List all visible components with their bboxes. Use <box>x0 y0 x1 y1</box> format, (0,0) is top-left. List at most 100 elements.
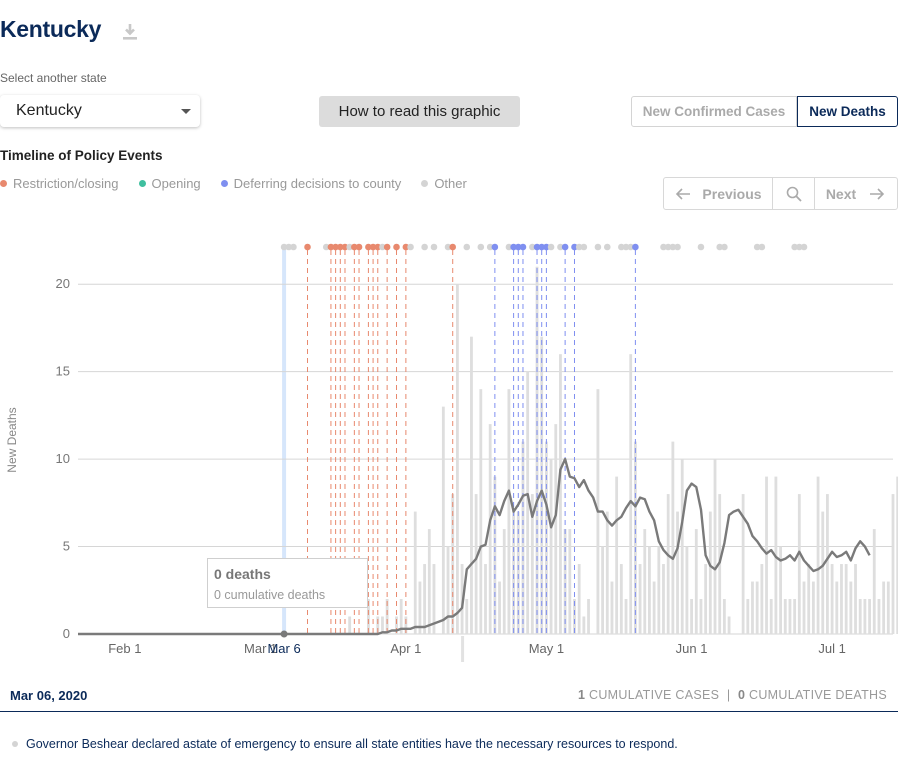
event-dot <box>510 243 517 251</box>
deaths-bar <box>633 441 637 634</box>
deaths-bar <box>840 564 843 634</box>
x-tick-label: Jul 1 <box>818 641 845 656</box>
deaths-bar <box>638 564 642 634</box>
deaths-bar <box>872 529 876 634</box>
download-icon[interactable] <box>121 22 139 42</box>
event-dot <box>463 243 471 251</box>
deaths-bar <box>816 476 820 634</box>
event-dot <box>519 243 527 251</box>
deaths-bar <box>427 529 431 634</box>
event-dot <box>547 243 555 251</box>
highlight-point <box>280 630 288 638</box>
deaths-bar <box>741 494 745 634</box>
event-dot <box>12 741 18 747</box>
event-dot <box>355 243 363 251</box>
deaths-bar <box>615 476 619 634</box>
y-tick-label: 0 <box>63 626 70 641</box>
new-deaths-button[interactable]: New Deaths <box>797 96 898 127</box>
event-dot <box>580 243 588 251</box>
event-dot <box>557 243 564 251</box>
deaths-bar <box>381 616 384 634</box>
deaths-bar <box>830 564 834 634</box>
deaths-bar <box>793 599 797 634</box>
deaths-bar <box>441 406 445 634</box>
highlight-date-label: Mar 6 <box>267 641 300 656</box>
deaths-bar <box>685 546 689 634</box>
arrow-left-icon <box>676 187 691 200</box>
legend-deferring-label: Deferring decisions to county <box>233 176 402 191</box>
x-tick-label: Jun 1 <box>676 641 708 656</box>
event-dot <box>341 243 349 251</box>
legend-other-dot <box>421 180 429 187</box>
deaths-bar <box>455 284 459 634</box>
deaths-bar <box>488 424 492 634</box>
y-tick-label: 10 <box>56 451 70 466</box>
deaths-bar <box>470 336 473 634</box>
deaths-bar <box>826 494 829 634</box>
page-title: Kentucky <box>0 16 102 42</box>
deaths-bar <box>629 354 633 634</box>
event-dot <box>285 243 293 251</box>
next-button[interactable]: Next <box>815 178 897 209</box>
deaths-bar <box>507 389 511 634</box>
event-dot <box>529 243 536 251</box>
y-tick-label: 20 <box>56 276 70 291</box>
cumulative-cases-label: CUMULATIVE CASES <box>589 688 720 702</box>
event-dot <box>346 243 353 251</box>
deaths-bar <box>849 581 853 634</box>
average-line <box>78 457 871 636</box>
event-dot <box>374 243 382 251</box>
deaths-bar <box>746 599 750 634</box>
deaths-bar <box>521 441 525 634</box>
event-dot <box>594 243 602 251</box>
deaths-bar <box>577 564 581 634</box>
deaths-bar <box>722 599 726 634</box>
timeline-title: Timeline of Policy Events <box>0 148 163 163</box>
event-dot <box>538 243 546 251</box>
search-button[interactable] <box>773 178 815 209</box>
event-dot <box>327 243 335 251</box>
event-dot <box>351 243 358 251</box>
state-select[interactable]: Kentucky <box>0 95 200 127</box>
event-dot <box>290 243 297 251</box>
new-confirmed-cases-button[interactable]: New Confirmed Cases <box>631 96 797 127</box>
deaths-bar <box>465 599 469 634</box>
event-dot <box>796 243 803 251</box>
event-dot <box>430 243 438 251</box>
event-dot <box>304 243 311 251</box>
legend-restriction: Restriction/closing <box>0 176 119 191</box>
tooltip-deaths: 0 deaths <box>214 566 271 582</box>
deaths-bar <box>554 424 558 634</box>
previous-button[interactable]: Previous <box>664 178 773 209</box>
deaths-bar <box>657 546 661 634</box>
deaths-bar <box>886 581 890 634</box>
event-dot <box>627 243 635 251</box>
cumulative-deaths-label: CUMULATIVE DEATHS <box>749 688 887 702</box>
deaths-bar <box>418 581 422 634</box>
state-select-value: Kentucky <box>16 102 82 119</box>
deaths-bar <box>624 599 628 634</box>
event-dot <box>336 243 344 251</box>
deaths-bar <box>779 546 782 634</box>
how-to-read-button[interactable]: How to read this graphic <box>319 96 520 127</box>
deaths-bar <box>549 459 553 634</box>
deaths-bar <box>413 511 417 634</box>
deaths-bar <box>877 599 881 634</box>
event-dot <box>280 243 288 251</box>
deaths-bar <box>690 599 693 634</box>
event-dot <box>721 243 728 251</box>
legend-other-label: Other <box>434 176 467 191</box>
new-deaths-chart[interactable]: 0 5 10 15 20 New Deaths Feb 1 Mar 1 Apr 1 May 1 Ju… <box>0 230 898 670</box>
deaths-bar <box>713 459 717 634</box>
deaths-bar <box>648 546 651 634</box>
deaths-bar <box>563 529 567 634</box>
event-dot <box>571 243 578 251</box>
deaths-bar <box>863 599 867 634</box>
timeline-legend: Restriction/closing Opening Deferring de… <box>0 176 487 191</box>
deaths-bar <box>821 511 825 634</box>
deaths-bar <box>835 581 839 634</box>
deaths-bar <box>395 616 398 634</box>
footer-bar <box>0 680 898 712</box>
legend-deferring-dot <box>220 180 228 187</box>
event-text: Governor Beshear declared astate of emer… <box>26 737 678 751</box>
